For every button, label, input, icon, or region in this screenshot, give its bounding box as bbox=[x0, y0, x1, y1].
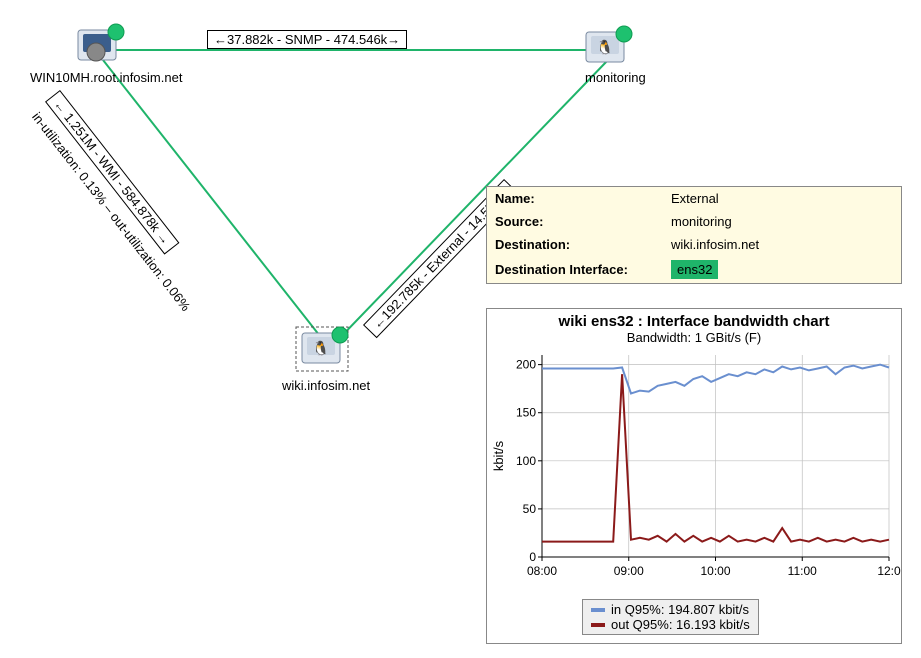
info-dest-key: Destination: bbox=[487, 233, 663, 256]
info-source-val: monitoring bbox=[663, 210, 901, 233]
svg-text:100: 100 bbox=[516, 454, 536, 468]
svg-text:11:00: 11:00 bbox=[788, 564, 817, 578]
chart-legend: in Q95%: 194.807 kbit/s out Q95%: 16.193… bbox=[582, 599, 759, 635]
svg-text:08:00: 08:00 bbox=[527, 564, 557, 578]
svg-text:0: 0 bbox=[529, 550, 536, 564]
legend-swatch-in bbox=[591, 608, 605, 612]
node-win10-label: WIN10MH.root.infosim.net bbox=[30, 70, 182, 85]
svg-text:12:0: 12:0 bbox=[877, 564, 901, 578]
svg-text:🐧: 🐧 bbox=[312, 340, 329, 357]
svg-text:200: 200 bbox=[516, 358, 536, 372]
chart-plot: 0 50 100 150 200 08:00 09:00 10:00 11:00 12:0 kbit… bbox=[487, 347, 901, 587]
svg-text:150: 150 bbox=[516, 406, 536, 420]
svg-text:🐧: 🐧 bbox=[596, 39, 613, 56]
svg-text:10:00: 10:00 bbox=[700, 564, 730, 578]
info-dif-key: Destination Interface: bbox=[487, 256, 663, 283]
info-dif-val[interactable]: ens32 bbox=[671, 260, 718, 279]
svg-text:kbit/s: kbit/s bbox=[491, 440, 506, 471]
link-top-label: ←37.882k - SNMP - 474.546k→ bbox=[207, 30, 407, 49]
info-name-val: External bbox=[663, 187, 901, 210]
node-wiki-label: wiki.infosim.net bbox=[282, 378, 370, 393]
node-wiki[interactable]: 🐧 bbox=[296, 327, 348, 371]
legend-swatch-out bbox=[591, 623, 605, 627]
legend-in: in Q95%: 194.807 kbit/s bbox=[611, 602, 749, 617]
chart-title: wiki ens32 : Interface bandwidth chart bbox=[487, 309, 901, 330]
chart-subtitle: Bandwidth: 1 GBit/s (F) bbox=[487, 330, 901, 347]
info-dest-val: wiki.infosim.net bbox=[663, 233, 901, 256]
node-win10[interactable] bbox=[78, 24, 124, 61]
svg-text:50: 50 bbox=[523, 502, 537, 516]
info-name-key: Name: bbox=[487, 187, 663, 210]
chart-panel: wiki ens32 : Interface bandwidth chart B… bbox=[486, 308, 902, 644]
node-monitoring[interactable]: 🐧 bbox=[586, 26, 632, 62]
info-panel: Name: External Source: monitoring Destin… bbox=[486, 186, 902, 284]
svg-text:09:00: 09:00 bbox=[614, 564, 644, 578]
legend-out: out Q95%: 16.193 kbit/s bbox=[611, 617, 750, 632]
node-monitoring-label: monitoring bbox=[585, 70, 646, 85]
info-source-key: Source: bbox=[487, 210, 663, 233]
